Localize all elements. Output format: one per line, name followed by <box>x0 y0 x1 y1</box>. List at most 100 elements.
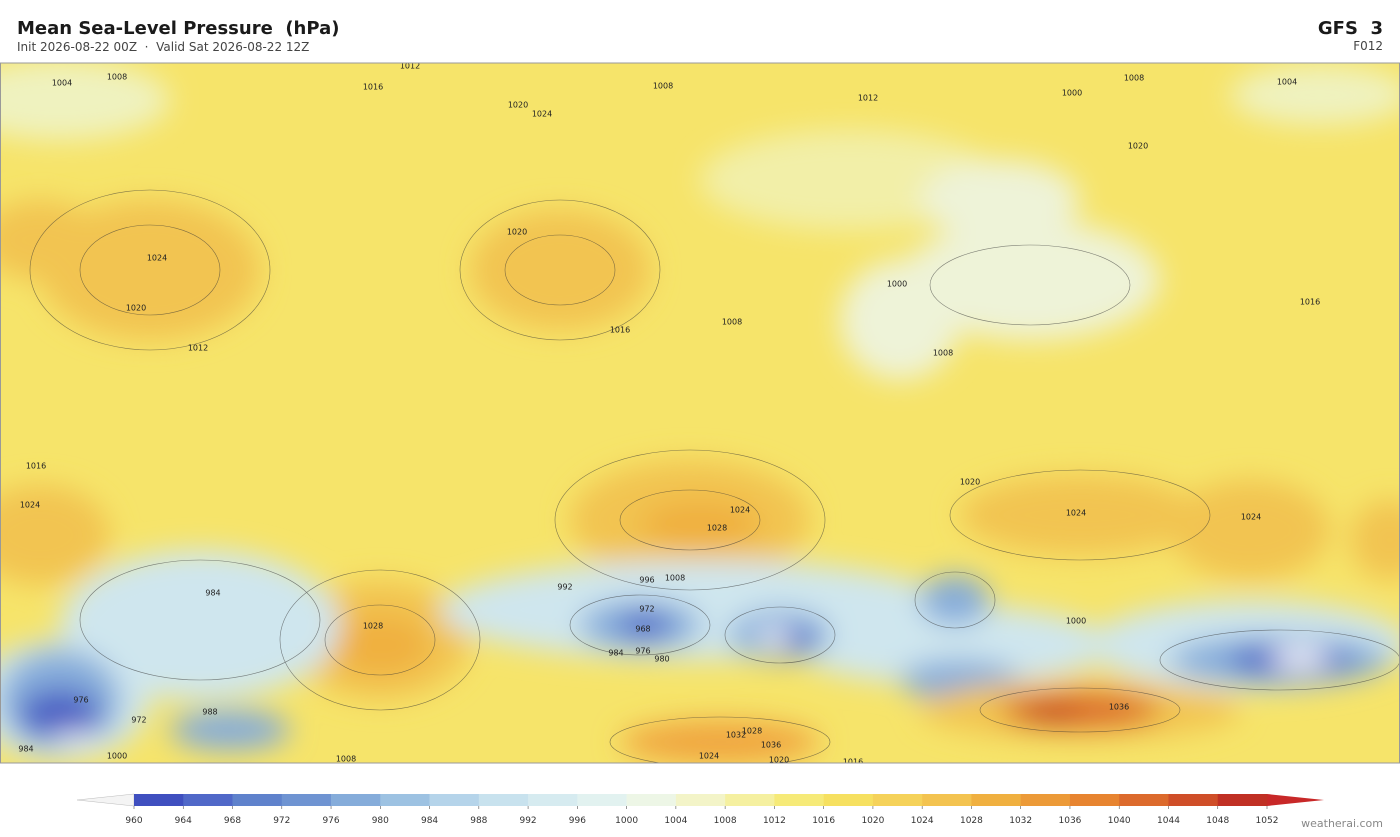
contour-label: 980 <box>654 655 669 664</box>
colorbar-tick-label: 1016 <box>812 816 835 826</box>
colorbar-bin <box>626 794 677 806</box>
contour-label: 1020 <box>960 478 980 487</box>
isobar <box>79 559 321 681</box>
contour-label: 984 <box>608 649 623 658</box>
contour-label: 1004 <box>1277 78 1297 87</box>
contour-label: 1016 <box>363 83 383 92</box>
isobar <box>79 224 221 316</box>
contour-label: 1016 <box>1300 298 1320 307</box>
colorbar-tick-label: 1052 <box>1256 816 1279 826</box>
contour-label: 1024 <box>1241 513 1261 522</box>
contour-label: 1020 <box>769 756 789 765</box>
contour-label: 1036 <box>761 741 781 750</box>
contour-label: 1008 <box>722 318 742 327</box>
isobar <box>949 469 1211 561</box>
pressure-blob <box>50 733 100 743</box>
colorbar: 960 964 968 972 976 980 984 988 992 996 1000 1004 10… <box>76 793 1324 826</box>
colorbar-bin <box>823 794 874 806</box>
isobar <box>979 687 1181 733</box>
colorbar-bin <box>1069 794 1120 806</box>
contour-label: 1008 <box>933 349 953 358</box>
contour-label: 1024 <box>532 110 552 119</box>
pressure-blob <box>920 160 1080 240</box>
pressure-blob <box>0 200 100 280</box>
contour-label: 1028 <box>742 727 762 736</box>
colorbar-tick-label: 992 <box>519 816 536 826</box>
colorbar-bin <box>331 794 381 806</box>
contour-label: 1008 <box>107 73 127 82</box>
colorbar-tick-label: 960 <box>125 816 142 826</box>
isobar <box>554 449 826 591</box>
colorbar-tick-label: 1040 <box>1108 816 1131 826</box>
contour-label: 972 <box>639 605 654 614</box>
pressure-blob <box>1350 500 1400 580</box>
colorbar-tick-label: 980 <box>372 816 389 826</box>
contour-label: 1016 <box>610 326 630 335</box>
colorbar-tick-label: 1000 <box>615 816 638 826</box>
isobar <box>724 606 836 664</box>
pressure-blob <box>0 485 110 585</box>
credit: weatherai.com <box>1301 817 1383 830</box>
pressure-blob <box>170 710 290 750</box>
contour-label: 1036 <box>1109 703 1129 712</box>
contour-label: 984 <box>18 745 33 754</box>
subtitle: Init 2026-08-22 00Z · Valid Sat 2026-08-… <box>17 40 309 54</box>
isobar <box>459 199 661 341</box>
contour-label: 1024 <box>147 254 167 263</box>
title: Mean Sea-Level Pressure (hPa) <box>17 18 339 39</box>
colorbar-tick-label: 1004 <box>664 816 687 826</box>
contour-label: 996 <box>639 576 654 585</box>
contour-label: 1012 <box>400 62 420 71</box>
contour-label: 1004 <box>52 79 72 88</box>
pressure-blob <box>790 605 1110 685</box>
colorbar-bin <box>281 794 332 806</box>
isobar <box>914 571 996 629</box>
isobar <box>29 189 271 351</box>
colorbar-bin <box>380 794 430 806</box>
colorbar-tick-label: 984 <box>421 816 438 826</box>
isobar <box>609 716 831 763</box>
contour-label: 1024 <box>730 506 750 515</box>
colorbar-bin <box>872 794 923 806</box>
colorbar-bin <box>232 794 283 806</box>
colorbar-tick-label: 1012 <box>763 816 786 826</box>
contour-label: 1020 <box>1128 142 1148 151</box>
pressure-blob <box>920 575 990 625</box>
pressure-blob <box>1020 705 1080 723</box>
colorbar-bin <box>971 794 1021 806</box>
colorbar-tick-label: 1044 <box>1157 816 1180 826</box>
colorbar-bin <box>1168 794 1219 806</box>
contour-label: 1012 <box>858 94 878 103</box>
colorbar-bin <box>774 794 824 806</box>
colorbar-bin <box>1217 794 1268 806</box>
pressure-blob <box>470 210 650 330</box>
colorbar-under <box>76 793 135 807</box>
pressure-blob <box>1230 65 1400 125</box>
colorbar-bin <box>478 794 529 806</box>
colorbar-tick-label: 1020 <box>861 816 884 826</box>
contour-label: 1008 <box>653 82 673 91</box>
colorbar-tick-label: 964 <box>175 816 192 826</box>
contour-label: 1016 <box>26 462 46 471</box>
model: GFS 3 <box>1318 18 1383 39</box>
colorbar-tick-label: 1028 <box>960 816 983 826</box>
contour-label: 976 <box>73 696 88 705</box>
contour-label: 968 <box>635 625 650 634</box>
pressure-blob <box>900 220 1160 340</box>
contour-label: 1028 <box>707 524 727 533</box>
pressure-blob <box>960 475 1200 555</box>
pressure-blob <box>20 690 100 740</box>
pressure-blob <box>640 500 760 550</box>
colorbar-bin <box>134 794 184 806</box>
colorbar-tick-label: 972 <box>273 816 290 826</box>
colorbar-tick-label: 976 <box>322 816 339 826</box>
colorbar-bin <box>528 794 578 806</box>
colorbar-tick-label: 1048 <box>1206 816 1229 826</box>
pressure-blob <box>0 63 170 140</box>
pressure-blob <box>1270 648 1330 668</box>
contour-label: 1008 <box>336 755 356 764</box>
colorbar-bin <box>183 794 233 806</box>
colorbar-bin <box>725 794 775 806</box>
